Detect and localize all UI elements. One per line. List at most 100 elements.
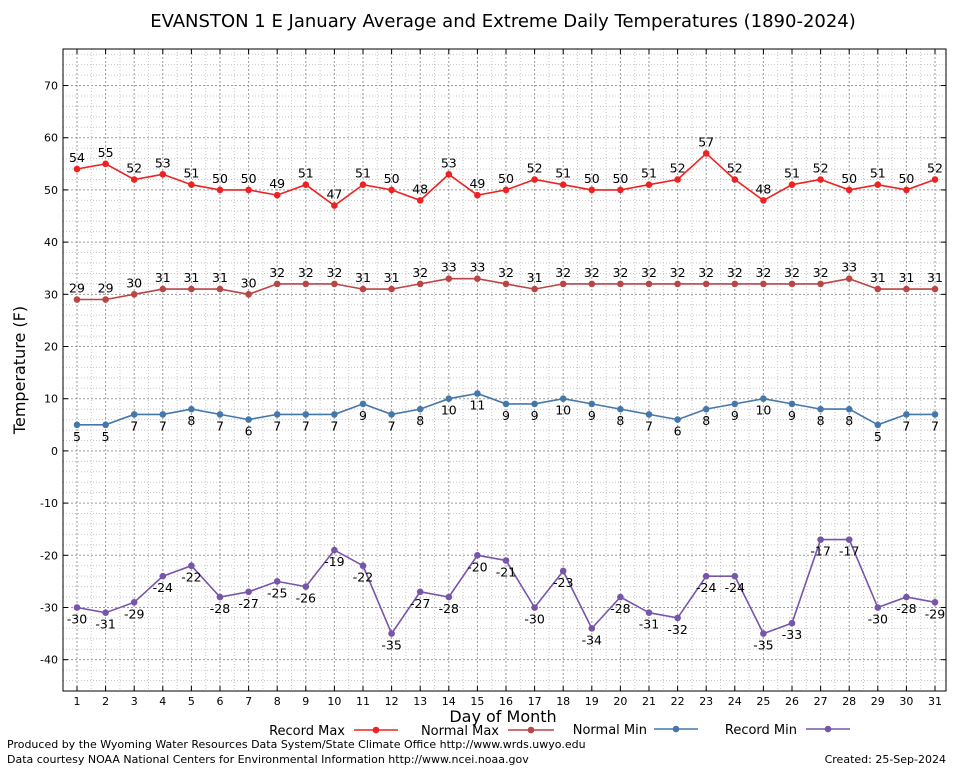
x-tick-label: 3 <box>131 695 138 708</box>
normal-max-point <box>617 280 624 288</box>
record-max-point <box>445 170 453 178</box>
record-min-point <box>73 604 81 611</box>
normal-max-data-label: 33 <box>469 260 485 275</box>
normal-min-point <box>273 411 281 418</box>
legend-marker-record-min <box>824 725 832 733</box>
record-min-data-label: -22 <box>181 570 201 585</box>
x-tick-label: 25 <box>756 695 770 708</box>
record-max-data-label: 52 <box>813 160 829 175</box>
normal-min-point <box>388 411 395 418</box>
normal-max-data-label: 31 <box>870 270 886 285</box>
record-min-point <box>817 536 824 543</box>
record-min-point <box>674 614 681 622</box>
legend-label-normal-max: Normal Max <box>421 724 499 739</box>
record-min-data-label: -24 <box>153 580 173 595</box>
normal-min-point <box>817 405 824 413</box>
y-tick-label: 40 <box>44 236 58 249</box>
record-max-data-label: 50 <box>241 171 257 186</box>
record-max-data-label: 51 <box>183 166 199 181</box>
x-tick-label: 1 <box>74 695 81 708</box>
x-tick-label: 11 <box>356 695 370 708</box>
normal-max-point <box>731 280 739 288</box>
record-max-data-label: 52 <box>670 160 686 175</box>
chart-title: EVANSTON 1 E January Average and Extreme… <box>150 11 856 32</box>
record-min-data-label: -27 <box>238 596 258 611</box>
record-max-data-label: 52 <box>527 160 543 175</box>
record-min-point <box>931 598 939 606</box>
normal-max-data-label: 32 <box>298 265 314 280</box>
x-tick-label: 7 <box>245 695 252 708</box>
x-tick-label: 20 <box>613 695 627 708</box>
normal-min-point <box>331 411 338 418</box>
record-min-data-label: -24 <box>696 580 716 595</box>
record-min-data-label: -28 <box>610 601 630 616</box>
normal-max-point <box>702 280 710 288</box>
record-max-data-label: 51 <box>784 166 800 181</box>
normal-max-point <box>817 280 824 288</box>
record-max-point <box>617 186 624 194</box>
record-min-data-label: -30 <box>524 611 544 626</box>
normal-min-data-label: 9 <box>588 408 596 423</box>
x-tick-label: 8 <box>274 695 281 708</box>
normal-max-point <box>73 296 81 303</box>
legend-marker-normal-max <box>527 726 535 734</box>
normal-max-point <box>874 285 882 293</box>
record-min-data-label: -29 <box>925 606 945 621</box>
record-min-data-label: -22 <box>353 570 373 585</box>
x-tick-label: 18 <box>556 695 570 708</box>
record-max-data-label: 48 <box>755 181 771 196</box>
record-max-point <box>788 181 796 189</box>
normal-max-point <box>645 280 653 288</box>
record-min-point <box>702 572 710 580</box>
record-max-point <box>188 181 195 189</box>
normal-min-point <box>502 400 510 408</box>
record-max-point <box>102 160 109 168</box>
normal-min-data-label: 8 <box>817 413 825 428</box>
normal-min-point <box>416 405 424 413</box>
record-max-data-label: 52 <box>727 160 743 175</box>
record-min-point <box>445 593 453 601</box>
legend-marker-record-max <box>372 726 380 734</box>
normal-min-data-label: 5 <box>73 429 81 444</box>
normal-max-data-label: 32 <box>326 265 342 280</box>
normal-min-data-label: 7 <box>931 418 939 433</box>
normal-min-data-label: 9 <box>731 408 739 423</box>
record-max-data-label: 54 <box>69 150 85 165</box>
normal-max-point <box>216 285 224 293</box>
normal-max-data-label: 32 <box>813 265 829 280</box>
normal-min-point <box>216 411 224 418</box>
record-min-data-label: -28 <box>210 601 230 616</box>
record-min-data-label: -35 <box>381 638 401 653</box>
record-min-data-label: -17 <box>810 544 830 559</box>
record-min-data-label: -21 <box>496 565 516 580</box>
record-min-data-label: -31 <box>639 617 659 632</box>
normal-min-data-label: 6 <box>245 424 253 439</box>
y-axis-label: Temperature (F) <box>10 306 29 435</box>
normal-max-data-label: 33 <box>441 260 457 275</box>
normal-max-point <box>273 280 281 288</box>
record-max-data-label: 50 <box>612 171 628 186</box>
legend-label-record-max: Record Max <box>269 724 345 739</box>
normal-max-point <box>188 285 195 293</box>
record-min-data-label: -27 <box>410 596 430 611</box>
normal-max-point <box>159 285 167 293</box>
normal-max-data-label: 31 <box>898 270 914 285</box>
normal-min-data-label: 7 <box>645 418 653 433</box>
footer-created-date: Created: 25-Sep-2024 <box>825 753 946 766</box>
record-min-point <box>531 604 538 611</box>
normal-max-data-label: 32 <box>784 265 800 280</box>
x-tick-label: 5 <box>188 695 195 708</box>
normal-min-data-label: 5 <box>874 429 882 444</box>
grid-lines <box>63 49 946 692</box>
x-tick-label: 13 <box>413 695 427 708</box>
normal-min-point <box>359 400 367 408</box>
normal-max-data-label: 32 <box>755 265 771 280</box>
normal-max-data-label: 32 <box>670 265 686 280</box>
legend: Record Max Normal Max Normal Min Record Min <box>269 723 850 739</box>
record-min-data-label: -24 <box>725 580 745 595</box>
footer-produced-by: Produced by the Wyoming Water Resources … <box>7 738 586 751</box>
x-tick-label: 22 <box>671 695 685 708</box>
record-max-data-label: 52 <box>927 160 943 175</box>
record-max-point <box>216 186 224 194</box>
